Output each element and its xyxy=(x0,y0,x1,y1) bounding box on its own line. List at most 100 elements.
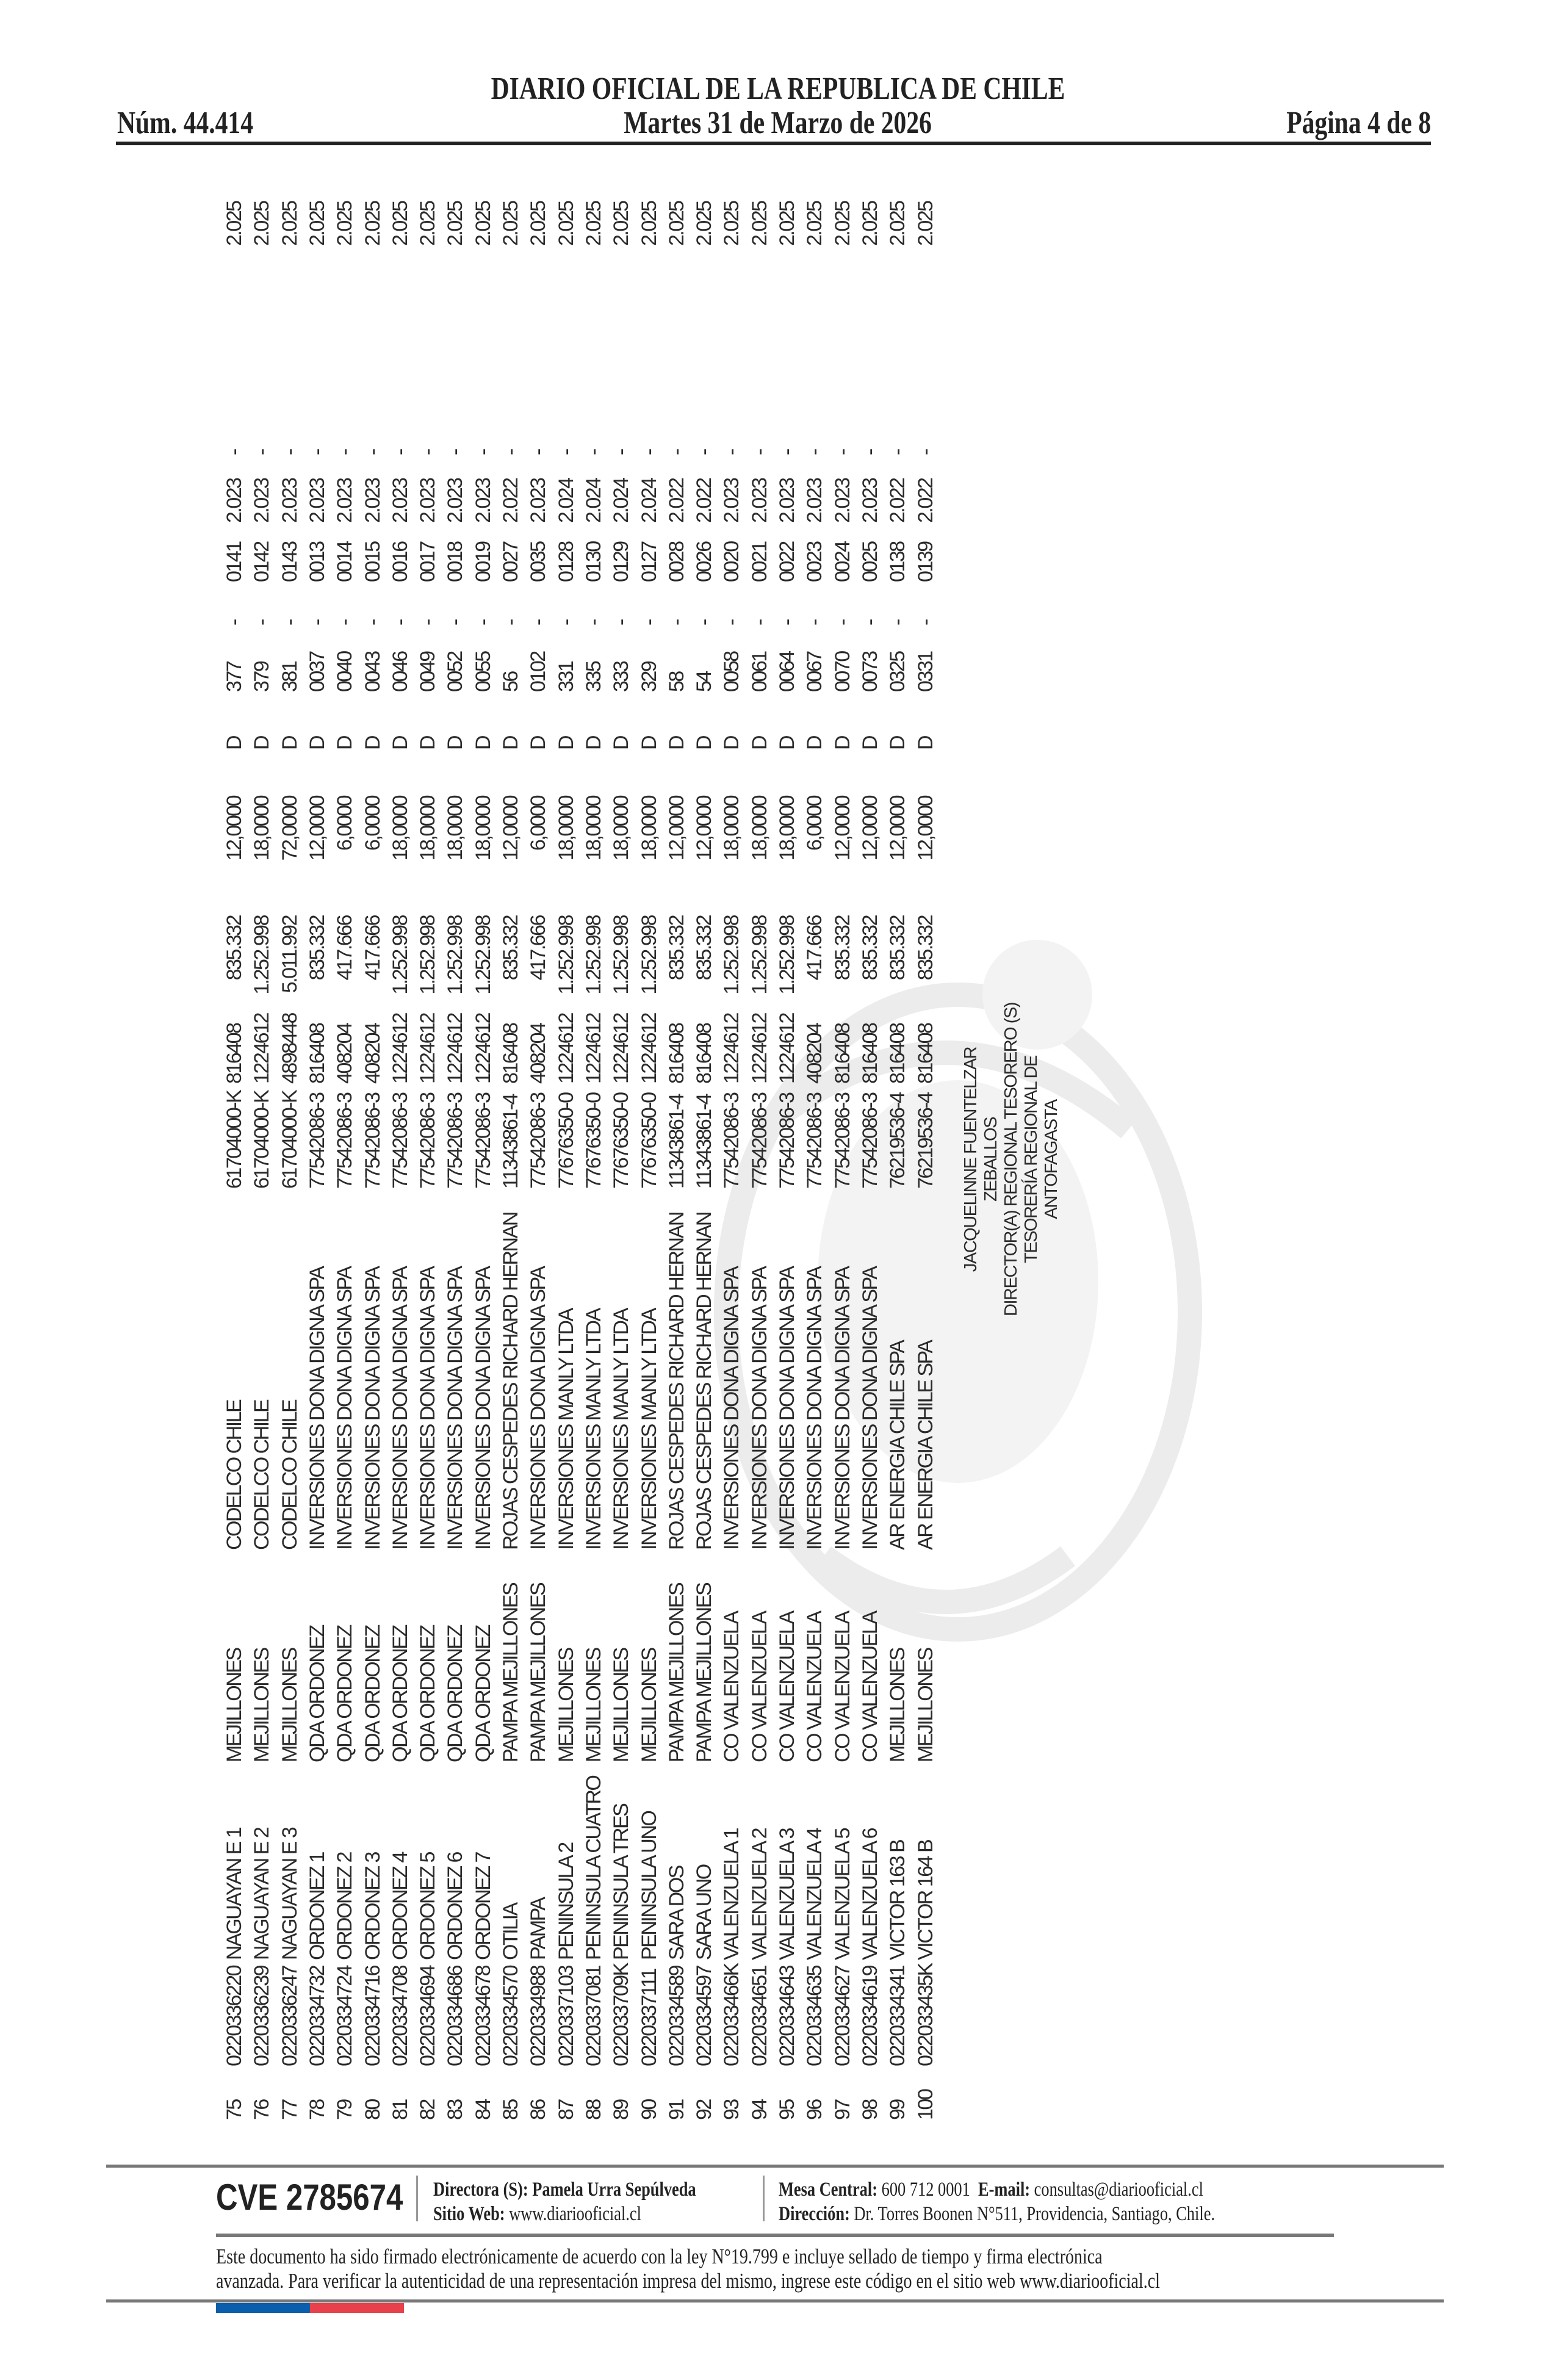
cell-record-number: 0067 xyxy=(803,652,827,692)
cell-dash: - xyxy=(830,620,854,626)
cell-concession-name: VALENZUELA 2 xyxy=(747,1828,771,1960)
cell-amount: 835.332 xyxy=(913,916,937,981)
cell-concession-name: NAGUAYAN E 3 xyxy=(278,1828,301,1960)
cell-commune: CO VALENZUELA xyxy=(776,1612,799,1762)
cell-folio: 0129 xyxy=(610,542,633,582)
cell-owner-name: INVERSIONES DONA DIGNA SPA xyxy=(444,1267,467,1550)
cell-property-id: 0220334627 xyxy=(830,1966,854,2066)
website-link[interactable]: www.diariooficial.cl xyxy=(509,2203,641,2225)
cell-owner-name: AR ENERGIA CHILE SPA xyxy=(913,1341,937,1550)
cell-row-number: 93 xyxy=(720,2100,744,2120)
cell-owner-name: INVERSIONES DONA DIGNA SPA xyxy=(830,1267,854,1550)
cell-owner-name: INVERSIONES DONA DIGNA SPA xyxy=(858,1267,882,1550)
cell-value-code: 1224612 xyxy=(416,1014,440,1084)
cell-owner-name: ROJAS CESPEDES RICHARD HERNAN xyxy=(665,1213,688,1550)
flag-stripe-red xyxy=(310,2303,404,2313)
cell-row-number: 98 xyxy=(858,2100,882,2120)
cell-dash: - xyxy=(444,620,467,626)
cell-owner-rut: 77542086-3 xyxy=(527,1093,550,1189)
table-row: 75 0220336220 NAGUAYAN E 1 MEJILLONES CODELC… xyxy=(221,195,248,2124)
flag-stripe-blue xyxy=(216,2303,310,2313)
cell-year: 2.023 xyxy=(471,478,495,523)
cell-folio: 0024 xyxy=(830,542,854,582)
coat-of-arms-watermark-icon xyxy=(714,940,1202,1642)
cell-type: D xyxy=(637,736,661,750)
cell-payment-year: 2.025 xyxy=(665,201,688,246)
footer-separator xyxy=(416,2176,418,2221)
cell-year: 2.023 xyxy=(776,478,799,523)
cell-dash: - xyxy=(913,450,937,455)
table-row: 95 0220334643 VALENZUELA 3 CO VALENZUELA INV… xyxy=(774,195,801,2124)
cell-year: 2.022 xyxy=(886,478,910,523)
cell-folio: 0128 xyxy=(554,542,578,582)
cell-folio: 0019 xyxy=(471,542,495,582)
cell-commune: MEJILLONES xyxy=(610,1648,633,1762)
email-link[interactable]: consultas@diariooficial.cl xyxy=(1034,2179,1203,2201)
cell-year: 2.024 xyxy=(637,478,661,523)
table-row: 85 0220334570 OTILIA PAMPA MEJILLONES ROJAS … xyxy=(497,195,525,2124)
rotated-data-table: 75 0220336220 NAGUAYAN E 1 MEJILLONES CODELC… xyxy=(221,195,941,2124)
cell-row-number: 99 xyxy=(886,2100,910,2120)
cell-value-code: 4898448 xyxy=(278,1014,301,1084)
cell-payment-year: 2.025 xyxy=(305,201,329,246)
cell-payment-year: 2.025 xyxy=(333,201,357,246)
table-row: 90 0220337111 PENINSULA UNO MEJILLONES INVER… xyxy=(636,195,663,2124)
cell-record-number: 335 xyxy=(582,662,605,692)
cell-dash: - xyxy=(776,450,799,455)
cell-property-id: 0220337111 xyxy=(637,1969,661,2066)
cell-commune: MEJILLONES xyxy=(554,1648,578,1762)
cell-type: D xyxy=(250,736,274,750)
cell-dash: - xyxy=(858,620,882,626)
cell-commune: PAMPA MEJILLONES xyxy=(693,1583,716,1762)
cell-amount: 1.252.998 xyxy=(554,916,578,995)
cell-dash: - xyxy=(803,450,827,455)
cell-hectares: 18,0000 xyxy=(610,796,633,861)
cell-value-code: 816408 xyxy=(693,1023,716,1084)
cell-dash: - xyxy=(471,450,495,455)
cell-concession-name: PENINSULA 2 xyxy=(554,1843,578,1960)
cell-dash: - xyxy=(361,620,384,626)
table-row: 84 0220334678 ORDONEZ 7 QDA ORDONEZ INVERSIO… xyxy=(470,195,497,2124)
cell-folio: 0138 xyxy=(886,542,910,582)
cell-year: 2.024 xyxy=(554,478,578,523)
cell-row-number: 75 xyxy=(223,2100,246,2120)
cell-folio: 0139 xyxy=(913,542,937,582)
cell-folio: 0023 xyxy=(803,542,827,582)
cell-owner-name: ROJAS CESPEDES RICHARD HERNAN xyxy=(693,1213,716,1550)
cell-payment-year: 2.025 xyxy=(803,201,827,246)
cell-concession-name: VALENZUELA 4 xyxy=(803,1828,827,1960)
cell-amount: 835.332 xyxy=(886,916,910,981)
cell-amount: 417.666 xyxy=(803,916,827,981)
cell-hectares: 12,0000 xyxy=(223,796,246,861)
cell-dash: - xyxy=(527,620,550,626)
cell-hectares: 6,0000 xyxy=(333,796,357,851)
cell-year: 2.023 xyxy=(361,478,384,523)
cell-folio: 0018 xyxy=(444,542,467,582)
cell-year: 2.024 xyxy=(582,478,605,523)
cell-dash: - xyxy=(416,450,440,455)
cell-value-code: 408204 xyxy=(333,1023,357,1084)
cell-amount: 1.252.998 xyxy=(720,916,744,995)
cell-year: 2.023 xyxy=(747,478,771,523)
cell-row-number: 88 xyxy=(582,2100,605,2120)
cell-concession-name: PENINSULA UNO xyxy=(637,1811,661,1960)
cell-dash: - xyxy=(554,450,578,455)
cell-amount: 835.332 xyxy=(693,916,716,981)
table-row: 98 0220334619 VALENZUELA 6 CO VALENZUELA INV… xyxy=(857,195,884,2124)
cell-property-id: 0220334724 xyxy=(333,1966,357,2066)
cell-folio: 0020 xyxy=(720,542,744,582)
cell-year: 2.023 xyxy=(444,478,467,523)
cell-record-number: 54 xyxy=(693,672,716,692)
cell-folio: 0035 xyxy=(527,542,550,582)
cell-value-code: 1224612 xyxy=(471,1014,495,1084)
cell-value-code: 816408 xyxy=(830,1023,854,1084)
header-divider xyxy=(116,142,1431,145)
cell-row-number: 84 xyxy=(471,2100,495,2120)
cell-dash: - xyxy=(610,450,633,455)
cell-type: D xyxy=(361,736,384,750)
cell-dash: - xyxy=(444,450,467,455)
cell-amount: 835.332 xyxy=(665,916,688,981)
table-row: 80 0220334716 ORDONEZ 3 QDA ORDONEZ INVERSIO… xyxy=(359,195,387,2124)
cell-type: D xyxy=(886,736,910,750)
cell-property-id: 0220336239 xyxy=(250,1966,274,2066)
